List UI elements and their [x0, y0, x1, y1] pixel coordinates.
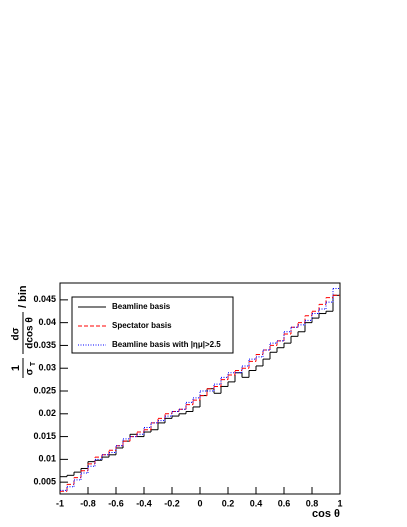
- legend-label: Beamline basis: [112, 302, 171, 311]
- x-tick-label: 0.6: [278, 498, 291, 508]
- x-tick-label: -0.8: [80, 498, 96, 508]
- y-tick-label: 0.03: [38, 363, 56, 373]
- x-tick-label: -0.2: [164, 498, 180, 508]
- y-tick-label: 0.005: [33, 477, 56, 487]
- legend-box: [71, 296, 234, 354]
- y-tick-label: 0.025: [33, 385, 56, 395]
- y-tick-label: 0.045: [33, 294, 56, 304]
- y-label-part: 1: [10, 365, 22, 371]
- y-label-part: σ: [25, 368, 36, 375]
- x-axis-label: cos θ: [312, 508, 340, 520]
- y-label-part: dcos θ: [25, 317, 36, 349]
- x-tick-label: 0: [197, 498, 202, 508]
- x-tick-label: 0.8: [306, 498, 319, 508]
- y-label-part: T: [30, 361, 37, 366]
- legend-label: Spectator basis: [112, 321, 172, 330]
- y-label-part: / bin: [17, 285, 29, 308]
- y-axis-label: 1 σ T dσ dcos θ / bin: [10, 285, 37, 378]
- y-label-part: dσ: [11, 327, 22, 340]
- x-tick-label: -0.6: [108, 498, 124, 508]
- y-tick-label: 0.015: [33, 431, 56, 441]
- y-tick-label: 0.01: [38, 454, 56, 464]
- y-tick-label: 0.035: [33, 340, 56, 350]
- x-tick-label: -1: [56, 498, 64, 508]
- legend-label: Beamline basis with |ημ|>2.5: [112, 340, 221, 349]
- x-tick-label: 0.4: [250, 498, 263, 508]
- y-tick-label: 0.04: [38, 317, 56, 327]
- x-tick-label: 1: [337, 498, 342, 508]
- x-tick-label: -0.4: [136, 498, 152, 508]
- y-tick-label: 0.02: [38, 408, 56, 418]
- x-tick-label: 0.2: [222, 498, 235, 508]
